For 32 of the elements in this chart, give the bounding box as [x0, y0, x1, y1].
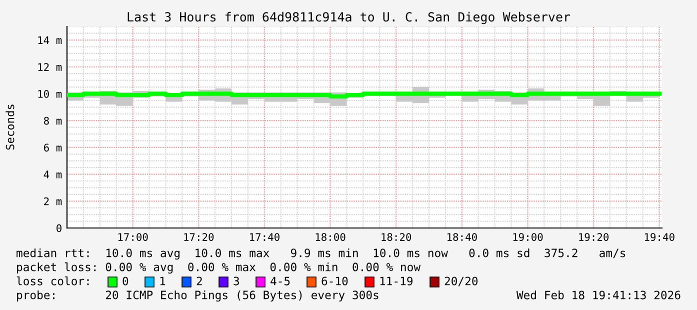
y-tick-label: 10 m — [38, 90, 62, 98]
y-tick-label: 2 m — [44, 197, 62, 206]
text: 3 — [234, 276, 239, 286]
x-tick-label: 17:40 — [250, 233, 280, 241]
y-tick-label: 0 — [56, 224, 62, 232]
y-tick-label: 4 m — [44, 170, 62, 178]
y-tick-label: 12 m — [38, 63, 62, 71]
x-tick-label: 18:40 — [447, 233, 477, 241]
text: 6-10 — [322, 276, 348, 286]
y-tick-label: 8 m — [44, 116, 62, 125]
x-tick-label: 19:20 — [579, 233, 609, 241]
x-tick-label: 19:00 — [513, 233, 543, 241]
text: probe: 20 ICMP Echo Pings (56 Bytes) every 300s — [17, 290, 378, 302]
y-tick-label: 14 m — [38, 36, 62, 44]
text: 2 — [196, 276, 202, 286]
text: packet loss: 0.00 % avg 0.00 % max 0.00 % min 0.00 % now — [17, 262, 421, 274]
y-tick-label: 6 m — [44, 144, 62, 152]
text: 20/20 — [444, 276, 478, 286]
text: 0 — [122, 276, 128, 286]
x-tick-label: 17:00 — [118, 233, 148, 241]
text: Wed Feb 18 19:41:13 2026 — [516, 290, 680, 300]
text: 11-19 — [380, 276, 413, 286]
x-tick-label: 19:40 — [644, 233, 674, 241]
x-tick-label: 18:20 — [382, 233, 412, 241]
x-tick-label: 17:20 — [184, 233, 214, 241]
text: 4-5 — [270, 276, 290, 286]
text: loss color: — [16, 276, 89, 286]
text: median rtt: 10.0 ms avg 10.0 ms max 9.9 ms min 10.0 ms now 0.0 ms sd 375.2 am/s — [16, 248, 626, 260]
x-tick-label: 18:00 — [316, 233, 346, 241]
text: 1 — [160, 276, 166, 286]
y-axis-title: Seconds — [6, 104, 14, 150]
chart-title: Last 3 Hours from 64d9811c914a to U. C. San Diego Webserver — [128, 12, 570, 24]
